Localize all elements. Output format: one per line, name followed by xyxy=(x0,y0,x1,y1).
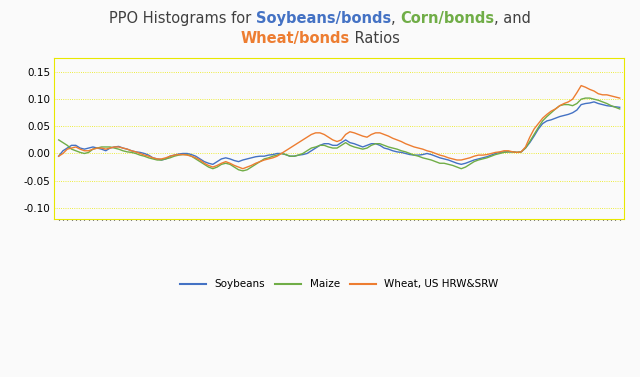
Text: Corn/bonds: Corn/bonds xyxy=(400,11,494,26)
Legend: Soybeans, Maize, Wheat, US HRW&SRW: Soybeans, Maize, Wheat, US HRW&SRW xyxy=(175,275,503,294)
Text: Soybeans/bonds: Soybeans/bonds xyxy=(256,11,391,26)
Text: , and: , and xyxy=(494,11,531,26)
Text: ,: , xyxy=(391,11,400,26)
Text: Wheat/bonds: Wheat/bonds xyxy=(241,31,349,46)
Text: Ratios: Ratios xyxy=(349,31,399,46)
Text: PPO Histograms for: PPO Histograms for xyxy=(109,11,256,26)
